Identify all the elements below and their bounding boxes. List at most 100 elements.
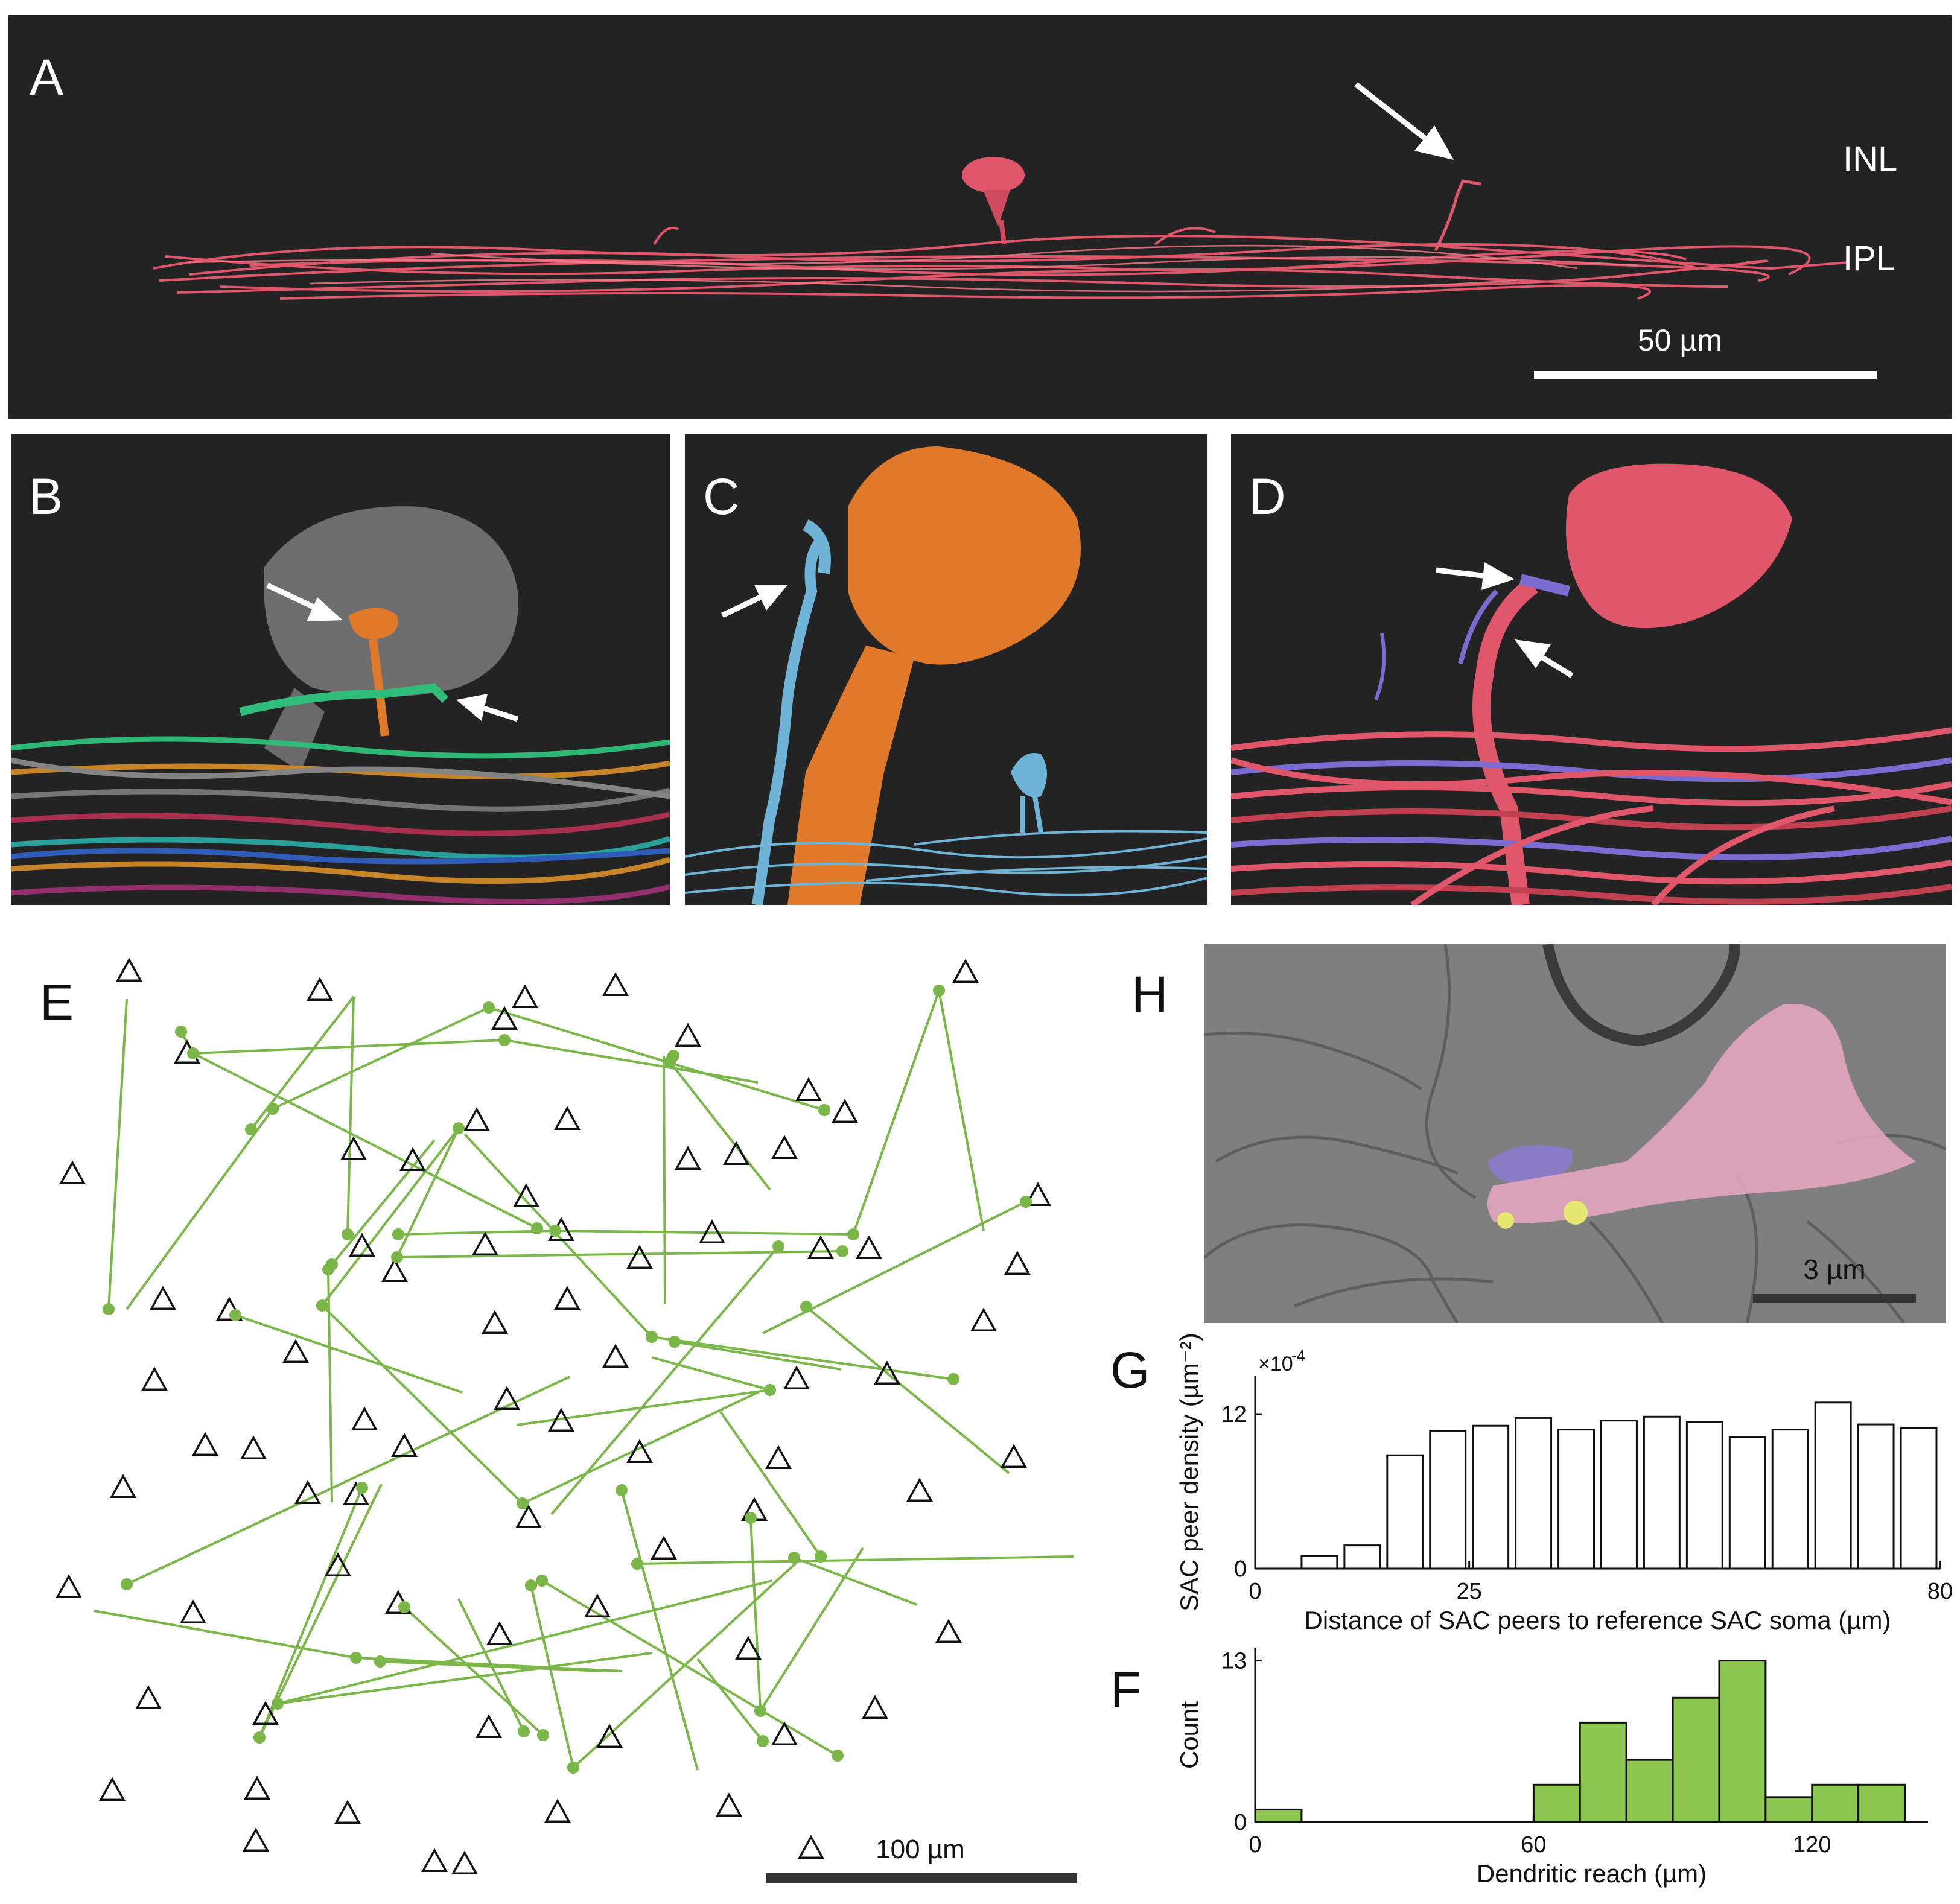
soma-triangle — [340, 1136, 367, 1160]
purple-process — [1519, 574, 1571, 597]
panel-h-em: 3 µm — [1204, 944, 1946, 1323]
x-tick-label: 120 — [1793, 1832, 1831, 1858]
scale-bar — [1753, 1294, 1916, 1303]
soma-triangle — [675, 1146, 701, 1170]
scale-bar — [766, 1873, 1077, 1883]
dendrite-tip-dot — [616, 1484, 628, 1496]
link-line — [550, 1245, 780, 1515]
bar — [1857, 1783, 1906, 1823]
soma-triangle — [463, 1107, 490, 1131]
soma-triangle — [180, 1599, 206, 1623]
dendrite-tip-dot — [549, 1225, 561, 1237]
soma-triangle — [783, 1365, 810, 1389]
primary-dendrite — [983, 190, 1010, 226]
soma-triangle — [282, 1339, 309, 1363]
soma-triangle — [584, 1593, 611, 1617]
link-line — [346, 996, 355, 1235]
bar — [1643, 1415, 1681, 1570]
dendrite-tip-dot — [229, 1309, 241, 1321]
dendrite-tip-dot — [245, 1123, 257, 1135]
dendrite-tip-dot — [669, 1336, 681, 1348]
bar — [1718, 1660, 1767, 1823]
y-tick-label: 0 — [1234, 1557, 1247, 1582]
soma-triangle — [544, 1798, 571, 1823]
dendrite-tip-dot — [764, 1384, 776, 1396]
panel-a: A INL IPL 50 µm — [8, 15, 1952, 419]
soma-triangle — [486, 1621, 513, 1645]
purple-profile — [1488, 1145, 1573, 1183]
link-lines — [94, 990, 1075, 1771]
link-line — [541, 1579, 839, 1757]
dendrite-tip-dot — [836, 1245, 848, 1257]
bars — [1254, 1660, 1906, 1823]
arrow-icon — [721, 585, 788, 618]
soma-triangle — [116, 957, 142, 982]
soma-triangle — [512, 984, 538, 1008]
soma-triangle — [482, 1310, 508, 1334]
dendrite-tip-dot — [498, 1034, 511, 1046]
panel-letter: D — [1249, 468, 1286, 525]
link-line — [277, 1579, 773, 1705]
soma-triangle — [798, 1835, 824, 1859]
dendrite-tip-dot — [745, 1512, 757, 1524]
soma-triangle — [515, 1504, 542, 1528]
bar — [1814, 1401, 1852, 1570]
bar — [1558, 1429, 1595, 1570]
dendrite-tip-dot — [772, 1240, 784, 1252]
panel-b: B — [11, 434, 670, 905]
x-tick-label: 25 — [1457, 1579, 1482, 1604]
soma-triangle — [626, 1439, 653, 1463]
dendrite-tip-dot — [537, 1729, 549, 1741]
link-line — [277, 1652, 652, 1705]
link-line — [192, 1052, 538, 1230]
dendrite-tip-dot — [800, 1301, 812, 1313]
soma-markers — [56, 957, 1051, 1874]
link-line — [396, 1128, 460, 1258]
soma-triangle — [244, 1775, 270, 1800]
panel-letter: A — [30, 49, 64, 106]
link-line — [669, 1061, 771, 1191]
soma-triangle — [771, 1135, 798, 1159]
soma-triangle — [651, 1535, 677, 1560]
bar — [1300, 1555, 1338, 1570]
bar — [1764, 1796, 1813, 1823]
red-dendrite — [1472, 577, 1538, 905]
soma-triangle — [602, 972, 629, 996]
soma-triangle — [807, 1235, 834, 1259]
soma-triangle — [874, 1360, 900, 1385]
soma-triangle — [832, 1099, 858, 1123]
orange-dendrite — [788, 646, 914, 905]
soma-triangle — [906, 1477, 933, 1502]
y-tick-label: 13 — [1221, 1649, 1247, 1674]
soma-triangle — [472, 1231, 498, 1255]
soma-triangle — [243, 1827, 269, 1852]
bar — [1900, 1427, 1938, 1570]
dendrite-tip-dot — [832, 1750, 844, 1762]
dendrite-tip-dot — [847, 1228, 859, 1240]
link-line — [651, 1356, 771, 1391]
soma-stalk — [999, 220, 1007, 245]
yellow-vesicle — [1564, 1201, 1588, 1225]
dendrite-tip-dot — [567, 1762, 579, 1774]
bar — [1811, 1783, 1860, 1823]
soma-triangle — [192, 1432, 218, 1456]
soma-triangle — [716, 1792, 742, 1817]
arrow-icon — [1354, 82, 1454, 160]
green-process — [239, 683, 448, 716]
link-line — [572, 1561, 798, 1769]
dendrite-tip-dot — [947, 1373, 959, 1385]
panel-letter-h: H — [1131, 966, 1168, 1023]
arrow-icon — [1436, 562, 1515, 590]
soma-triangle — [135, 1685, 162, 1709]
dendrite-tip-dot — [392, 1228, 404, 1240]
yellow-vesicle — [1497, 1212, 1514, 1229]
link-line — [852, 990, 940, 1235]
soma-triangle — [735, 1636, 762, 1660]
orange-soma — [848, 446, 1081, 665]
soma-triangle — [240, 1435, 267, 1459]
dendrite-tip-dot — [483, 1001, 495, 1014]
link-line — [663, 1055, 666, 1305]
soma-triangle — [856, 1235, 882, 1259]
arrow-icon — [266, 582, 343, 621]
dendrite-tip-dot — [398, 1601, 410, 1613]
